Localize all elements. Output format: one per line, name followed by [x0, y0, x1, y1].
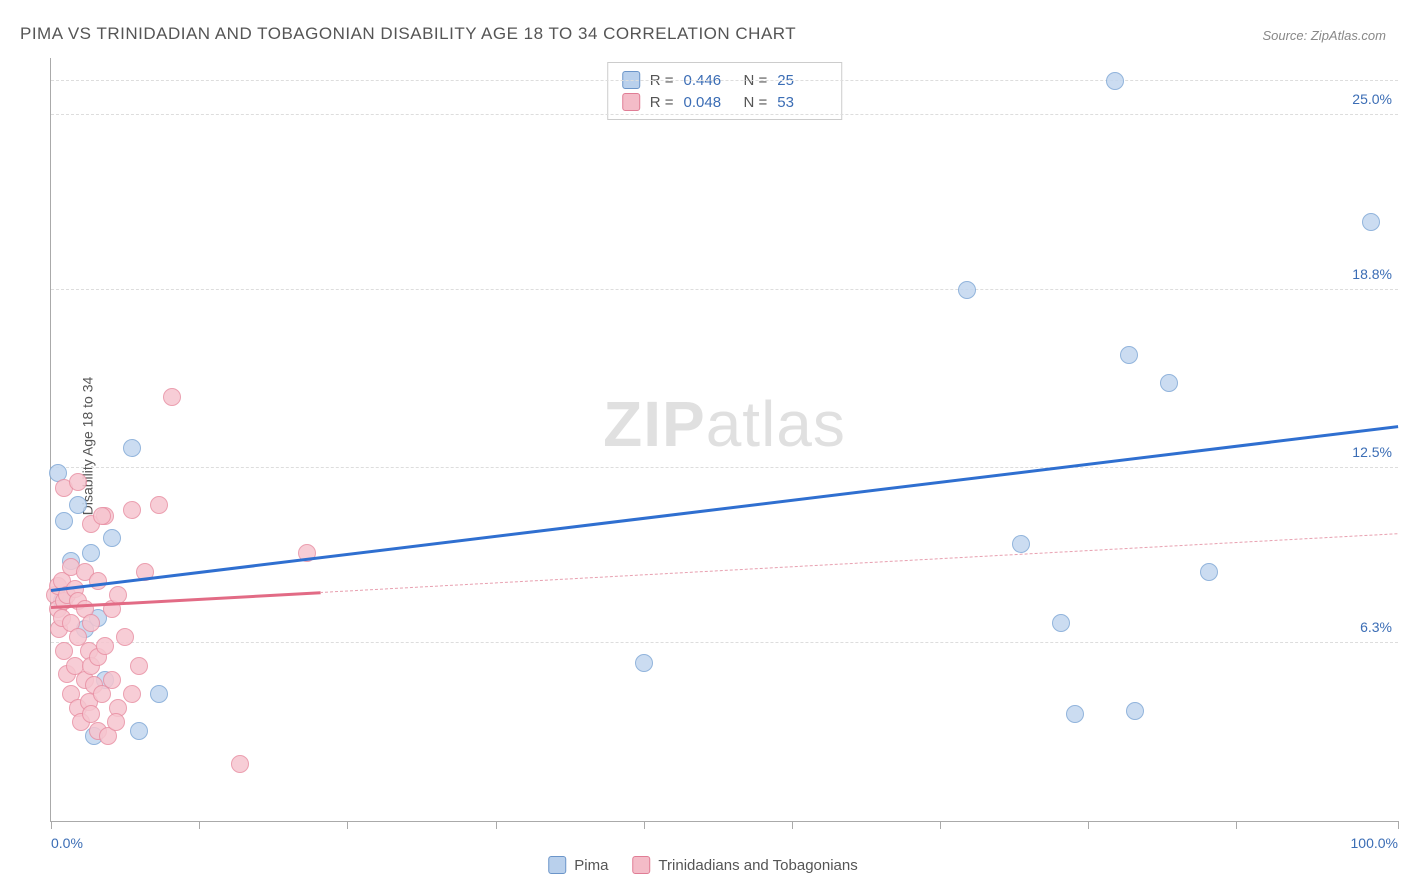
gridline	[51, 114, 1398, 115]
scatter-point	[1126, 702, 1144, 720]
scatter-point	[69, 496, 87, 514]
r-label: R =	[650, 94, 674, 111]
x-tick-label: 0.0%	[51, 835, 83, 851]
legend-label-b: Trinidadians and Tobagonians	[658, 857, 857, 874]
scatter-point	[1362, 213, 1380, 231]
n-label: N =	[744, 94, 768, 111]
legend-swatch-a	[548, 856, 566, 874]
scatter-point	[1160, 374, 1178, 392]
scatter-point	[93, 507, 111, 525]
scatter-point	[96, 637, 114, 655]
scatter-point	[130, 722, 148, 740]
legend-label-a: Pima	[574, 857, 608, 874]
x-tick	[792, 821, 793, 829]
x-tick	[1398, 821, 1399, 829]
x-tick	[199, 821, 200, 829]
x-tick-label: 100.0%	[1351, 835, 1398, 851]
scatter-point	[82, 544, 100, 562]
scatter-point	[1066, 705, 1084, 723]
stats-legend: R = 0.446 N = 25 R = 0.048 N = 53	[607, 62, 843, 120]
scatter-point	[89, 572, 107, 590]
legend-item-b: Trinidadians and Tobagonians	[632, 856, 857, 874]
x-tick	[1088, 821, 1089, 829]
scatter-point	[55, 512, 73, 530]
gridline	[51, 467, 1398, 468]
r-value-b: 0.048	[684, 94, 734, 111]
chart-title: PIMA VS TRINIDADIAN AND TOBAGONIAN DISAB…	[20, 24, 796, 44]
x-tick	[347, 821, 348, 829]
n-value-b: 53	[777, 94, 827, 111]
watermark: ZIPatlas	[603, 387, 846, 461]
gridline	[51, 80, 1398, 81]
legend-swatch-b	[632, 856, 650, 874]
trend-line-solid	[51, 592, 321, 609]
y-tick-label: 12.5%	[1352, 444, 1402, 460]
scatter-point	[1106, 72, 1124, 90]
y-tick-label: 6.3%	[1360, 619, 1402, 635]
scatter-point	[150, 685, 168, 703]
scatter-point	[130, 657, 148, 675]
y-tick-label: 18.8%	[1352, 266, 1402, 282]
scatter-point	[635, 654, 653, 672]
source-attribution: Source: ZipAtlas.com	[1262, 28, 1386, 43]
scatter-point	[82, 705, 100, 723]
chart-container: PIMA VS TRINIDADIAN AND TOBAGONIAN DISAB…	[0, 0, 1406, 892]
scatter-point	[123, 685, 141, 703]
watermark-light: atlas	[706, 388, 846, 460]
scatter-point	[123, 501, 141, 519]
gridline	[51, 642, 1398, 643]
scatter-point	[82, 614, 100, 632]
scatter-point	[1120, 346, 1138, 364]
scatter-point	[958, 281, 976, 299]
plot-area: ZIPatlas R = 0.446 N = 25 R = 0.048 N = …	[50, 58, 1398, 822]
swatch-series-b	[622, 93, 640, 111]
trend-line-dashed	[320, 533, 1398, 593]
scatter-point	[103, 529, 121, 547]
stats-row-series-b: R = 0.048 N = 53	[622, 91, 828, 113]
scatter-point	[1052, 614, 1070, 632]
scatter-point	[163, 388, 181, 406]
scatter-point	[107, 713, 125, 731]
source-label: Source:	[1262, 28, 1310, 43]
bottom-legend: Pima Trinidadians and Tobagonians	[548, 856, 858, 874]
x-tick	[940, 821, 941, 829]
scatter-point	[231, 755, 249, 773]
x-tick	[496, 821, 497, 829]
scatter-point	[1200, 563, 1218, 581]
y-tick-label: 25.0%	[1352, 91, 1402, 107]
watermark-bold: ZIP	[603, 388, 706, 460]
scatter-point	[123, 439, 141, 457]
x-tick	[644, 821, 645, 829]
scatter-point	[150, 496, 168, 514]
legend-item-a: Pima	[548, 856, 608, 874]
gridline	[51, 289, 1398, 290]
scatter-point	[103, 671, 121, 689]
trend-line-solid	[51, 425, 1398, 591]
source-name: ZipAtlas.com	[1311, 28, 1386, 43]
x-tick	[51, 821, 52, 829]
scatter-point	[116, 628, 134, 646]
scatter-point	[69, 473, 87, 491]
x-tick	[1236, 821, 1237, 829]
scatter-point	[1012, 535, 1030, 553]
